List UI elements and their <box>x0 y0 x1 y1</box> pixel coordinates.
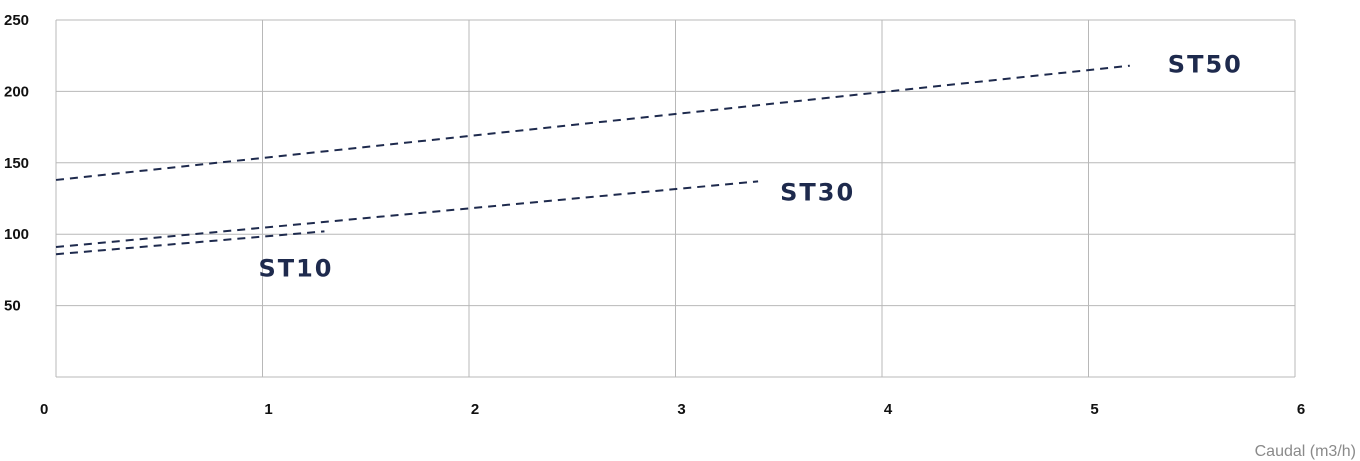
series-line-st10 <box>55 230 325 256</box>
y-tick-label: 200 <box>4 83 29 100</box>
series-lines <box>55 64 1130 256</box>
x-tick-label: 4 <box>884 401 893 418</box>
series-label-st10: ST10 <box>258 254 333 282</box>
tick-labels: 50 100 150 200 250 0 1 2 3 4 5 6 <box>4 12 1305 418</box>
series-label-st50: ST50 <box>1168 51 1243 79</box>
y-tick-label: 100 <box>4 226 29 243</box>
y-tick-label: 50 <box>4 298 21 315</box>
x-axis-label: Caudal (m3/h) <box>1255 443 1356 460</box>
grid <box>55 19 1296 378</box>
x-tick-label: 5 <box>1090 401 1098 418</box>
x-tick-label: 0 <box>40 401 48 418</box>
series-label-st30: ST30 <box>780 178 855 206</box>
x-tick-label: 3 <box>677 401 685 418</box>
x-tick-label: 6 <box>1297 401 1305 418</box>
series-labels: ST10 ST30 ST50 <box>258 51 1243 283</box>
series-line-st30 <box>55 180 759 249</box>
x-tick-label: 1 <box>264 401 272 418</box>
series-line-st50 <box>55 64 1130 181</box>
y-tick-label: 250 <box>4 12 29 29</box>
y-tick-label: 150 <box>4 155 29 172</box>
x-tick-label: 2 <box>471 401 479 418</box>
